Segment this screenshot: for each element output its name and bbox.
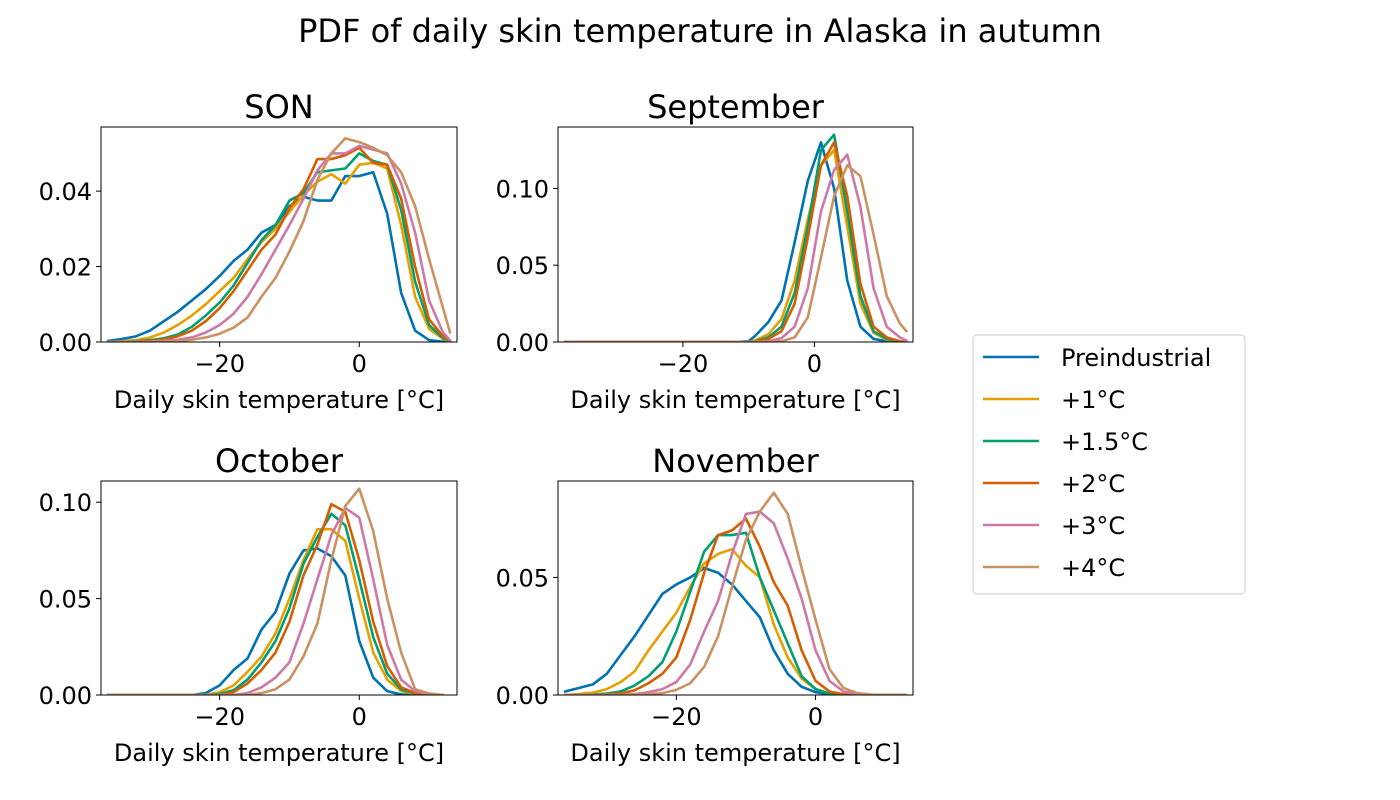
x-tick-label: 0 (352, 350, 367, 378)
legend-label: +1°C (1061, 386, 1125, 414)
legend-entry-plus-1p5c: +1.5°C (983, 428, 1148, 456)
series-line-plus-2c (563, 141, 908, 342)
series-group (563, 133, 908, 342)
legend-entry-plus-2c: +2°C (983, 470, 1125, 498)
y-tick-label: 0.00 (496, 329, 549, 357)
series-group (106, 137, 452, 342)
panel-son: SON −20 0 0.00 0.02 0.04 Daily skin temperatur… (39, 88, 458, 414)
x-tick-label: 0 (807, 350, 822, 378)
x-axis-label: Daily skin temperature [°C] (114, 386, 444, 414)
y-tick-label: 0.00 (496, 682, 549, 710)
series-line-plus-3c (106, 144, 452, 342)
legend-label: +4°C (1061, 554, 1125, 582)
legend-entry-plus-1c: +1°C (983, 386, 1125, 414)
series-group (106, 487, 445, 695)
series-line-plus-2c (106, 146, 452, 342)
panel-title: November (652, 442, 819, 480)
series-line-plus-3c (106, 506, 445, 695)
y-tick-label: 0.00 (39, 329, 92, 357)
series-line-plus-1p5c (106, 512, 445, 695)
series-line-preindustrial (563, 566, 908, 695)
series-line-plus-4c (106, 487, 445, 695)
series-group (563, 491, 908, 695)
series-line-plus-4c (563, 491, 908, 695)
legend-entry-plus-4c: +4°C (983, 554, 1125, 582)
legend-label: +1.5°C (1061, 428, 1148, 456)
panels: SON −20 0 0.00 0.02 0.04 Daily skin temperatur… (39, 88, 914, 767)
legend: Preindustrial +1°C +1.5°C +2°C +3°C +4°C (972, 334, 1246, 595)
x-tick-label: −20 (651, 703, 702, 731)
series-line-plus-1p5c (563, 531, 908, 695)
series-line-plus-4c (106, 137, 452, 342)
legend-label: Preindustrial (1061, 344, 1211, 372)
series-line-preindustrial (106, 170, 452, 342)
x-axis-label: Daily skin temperature [°C] (570, 739, 900, 767)
legend-entry-preindustrial: Preindustrial (983, 344, 1211, 372)
series-line-plus-4c (563, 164, 908, 342)
legend-label: +2°C (1061, 470, 1125, 498)
series-line-plus-1c (563, 148, 908, 342)
x-axis-label: Daily skin temperature [°C] (114, 739, 444, 767)
series-line-plus-2c (106, 502, 445, 695)
axes-frame (100, 126, 458, 343)
axes-frame (100, 480, 458, 696)
figure-title: PDF of daily skin temperature in Alaska … (298, 12, 1102, 50)
y-tick-label: 0.05 (39, 586, 92, 614)
panel-title: October (215, 442, 344, 480)
y-tick-label: 0.10 (39, 489, 92, 517)
x-tick-label: −20 (194, 703, 245, 731)
x-tick-label: −20 (194, 350, 245, 378)
series-line-plus-1p5c (106, 152, 452, 342)
y-tick-label: 0.04 (39, 178, 92, 206)
x-tick-label: 0 (352, 703, 367, 731)
legend-box (972, 334, 1246, 595)
x-tick-label: 0 (808, 703, 823, 731)
y-tick-label: 0.10 (496, 175, 549, 203)
series-line-preindustrial (106, 547, 445, 695)
series-line-plus-1p5c (563, 133, 908, 342)
series-line-plus-3c (563, 153, 908, 342)
panel-october: October −20 0 0.00 0.05 0.10 Daily skin temper… (39, 442, 458, 767)
x-axis-label: Daily skin temperature [°C] (570, 386, 900, 414)
panel-september: September −20 0 0.00 0.05 0.10 Daily skin temp… (496, 88, 914, 414)
series-line-plus-1c (106, 527, 445, 695)
y-tick-label: 0.00 (39, 682, 92, 710)
y-tick-label: 0.05 (496, 252, 549, 280)
series-line-plus-3c (563, 510, 908, 695)
legend-entry-plus-3c: +3°C (983, 512, 1125, 540)
y-tick-label: 0.05 (496, 564, 549, 592)
panel-november: November −20 0 0.00 0.05 Daily skin temperatu… (496, 442, 914, 767)
axes-frame (557, 126, 914, 343)
y-tick-label: 0.02 (39, 254, 92, 282)
panel-title: September (647, 88, 825, 126)
legend-label: +3°C (1061, 512, 1125, 540)
axes-frame (557, 480, 914, 696)
panel-title: SON (244, 88, 313, 126)
x-tick-label: −20 (658, 350, 709, 378)
